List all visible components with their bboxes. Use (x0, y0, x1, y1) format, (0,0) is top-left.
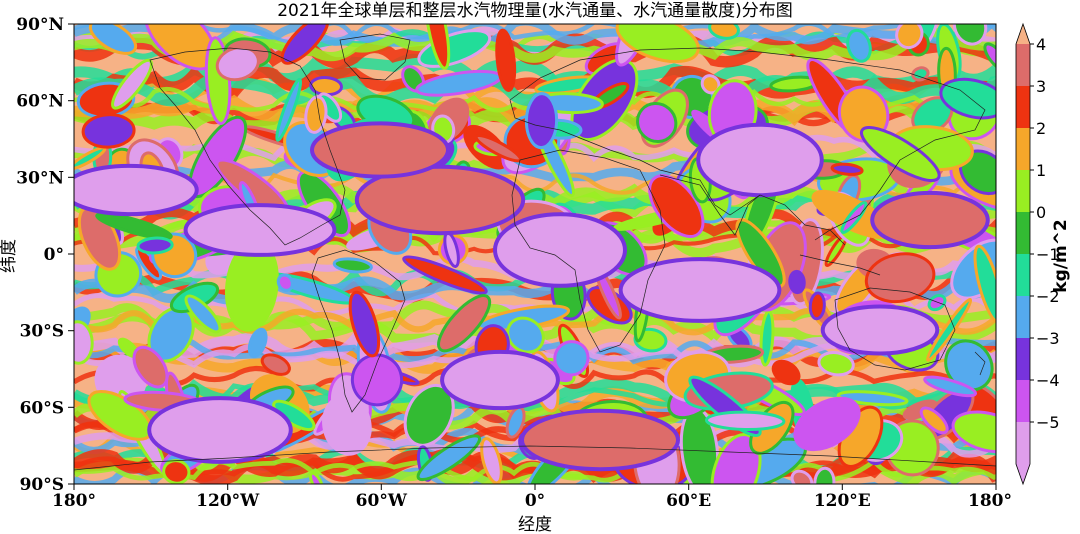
colorbar-segment (1016, 338, 1030, 380)
x-tick-label: 180° (52, 491, 96, 511)
colorbar-tick-label: −2 (1036, 287, 1060, 306)
colorbar-segment (1016, 170, 1030, 212)
x-tick-label: 60°W (356, 491, 408, 511)
chart-title: 2021年全球单层和整层水汽物理量(水汽通量、水汽通量散度)分布图 (277, 1, 793, 21)
contour-fields (74, 24, 996, 484)
colorbar-segment (1016, 212, 1030, 254)
colorbar-segment (1016, 86, 1030, 128)
colorbar-tick-label: −3 (1036, 329, 1060, 348)
colorbar-tick-label: 1 (1036, 161, 1046, 180)
colorbar-segment (1016, 422, 1030, 464)
x-tick-label: 180° (968, 491, 1012, 511)
y-tick-label: 60°N (16, 92, 64, 112)
colorbar-tick-label: 4 (1036, 35, 1046, 54)
colorbar-tick-label: 3 (1036, 77, 1046, 96)
colorbar-extend-min (1016, 464, 1030, 484)
colorbar-segment (1016, 44, 1030, 86)
y-tick-label: 0° (44, 245, 64, 265)
colorbar-tick-label: −5 (1036, 413, 1060, 432)
colorbar-tick-label: −4 (1036, 371, 1060, 390)
x-tick-label: 120°E (814, 491, 871, 511)
y-axis-label: 纬度 (0, 239, 19, 273)
colorbar-segment (1016, 254, 1030, 296)
colorbar-outline (1015, 22, 1031, 486)
colorbar-ticks: 4 3 2 1 0 −1 −2 −3 −4 −5 (1030, 35, 1060, 432)
coastlines (74, 33, 996, 471)
y-tick-label: 90°S (20, 475, 64, 495)
colorbar-segment (1016, 296, 1030, 338)
x-tick-label: 120°W (196, 491, 260, 511)
colorbar-tick-label: 2 (1036, 119, 1046, 138)
y-axis: 90°N 60°N 30°N 0° 30°S 60°S 90°S (16, 15, 74, 495)
colorbar-label: kg/m^2 (1051, 219, 1071, 292)
x-axis: 180° 120°W 60°W 0° 60°E 120°E 180° (52, 484, 1012, 511)
x-tick-label: 0° (525, 491, 545, 511)
colorbar-tick-label: 0 (1036, 203, 1046, 222)
y-tick-label: 30°N (16, 168, 64, 188)
y-tick-label: 90°N (16, 15, 64, 35)
colorbar-segment (1016, 128, 1030, 170)
x-axis-label: 经度 (518, 515, 552, 534)
plot-area (74, 24, 996, 484)
x-tick-label: 60°E (666, 491, 711, 511)
colorbar-extend-max (1016, 24, 1030, 44)
colorbar-segment (1016, 380, 1030, 422)
y-tick-label: 60°S (20, 398, 64, 418)
colorbar-tick-label: −1 (1036, 245, 1060, 264)
colorbar (1015, 22, 1031, 486)
y-tick-label: 30°S (20, 322, 64, 342)
